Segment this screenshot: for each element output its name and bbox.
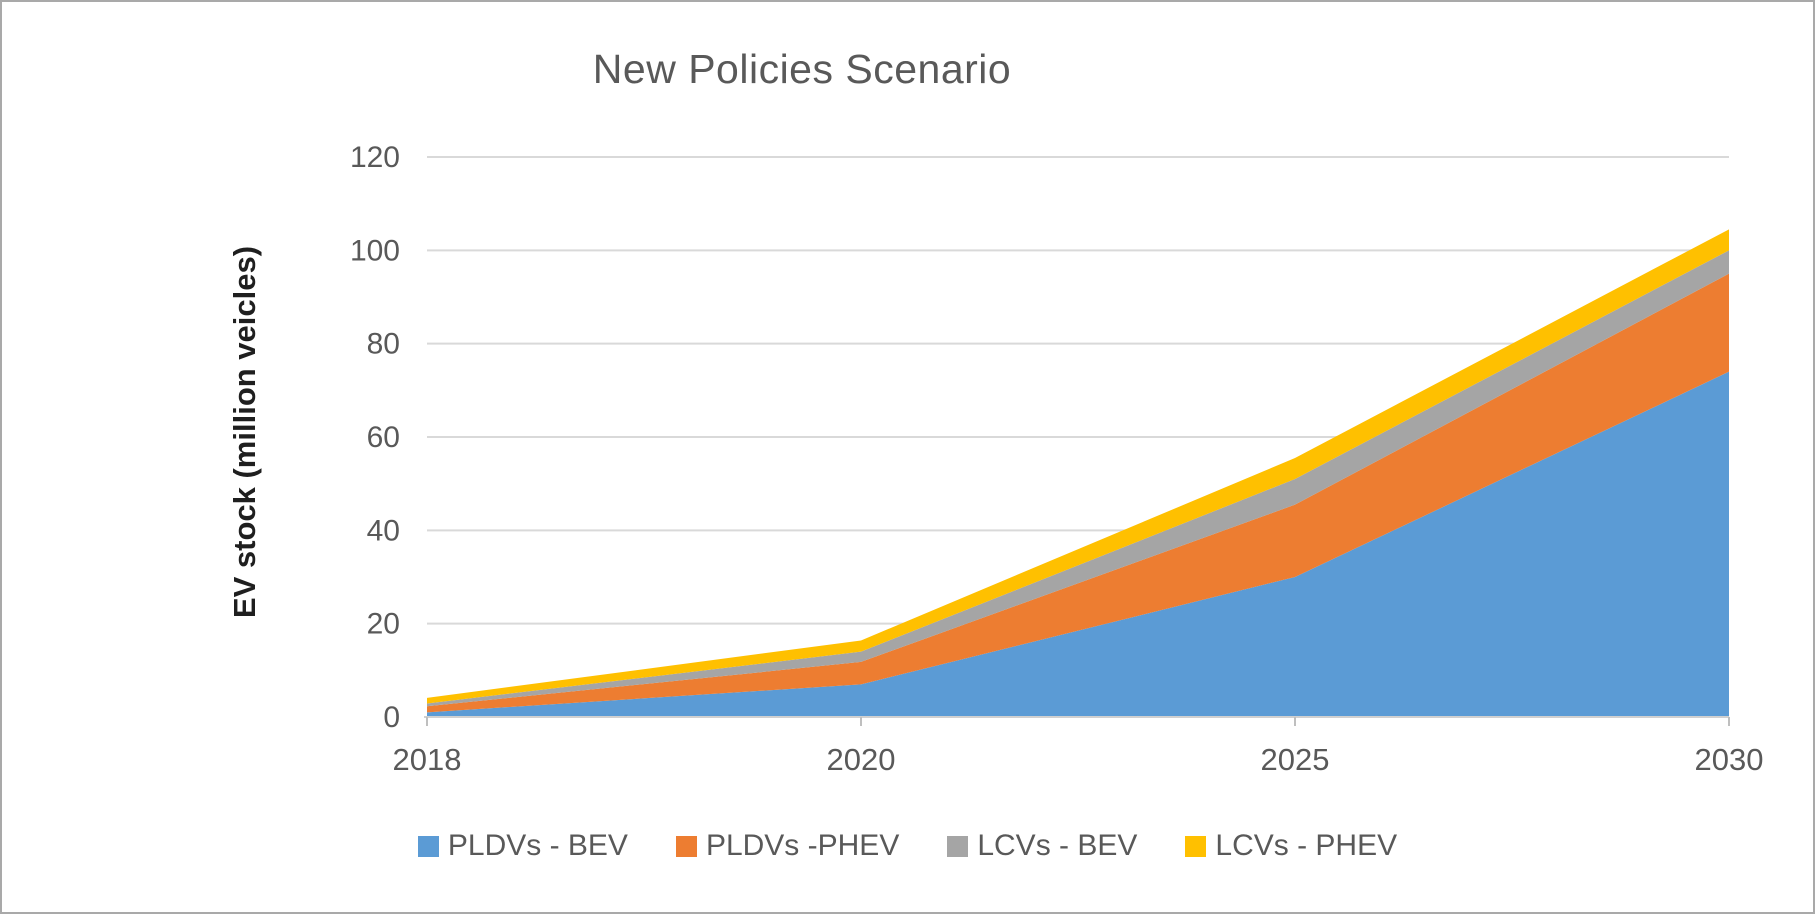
x-tick-label: 2018 <box>393 742 462 777</box>
legend-swatch-lcvs-bev <box>947 835 969 857</box>
y-tick-label: 40 <box>367 514 400 547</box>
legend-label: PLDVs - BEV <box>447 829 628 862</box>
legend-swatch-pldvs-bev <box>417 835 439 857</box>
legend-item: PLDVs -PHEV <box>675 829 900 863</box>
x-tick-label: 2020 <box>827 742 896 777</box>
y-tick-label: 0 <box>383 701 400 734</box>
legend-label: LCVs - PHEV <box>1215 829 1398 862</box>
legend-label: PLDVs -PHEV <box>705 829 900 862</box>
legend-item: PLDVs - BEV <box>417 829 628 863</box>
legend-swatch-lcvs-phev <box>1185 835 1207 857</box>
chart-title: New Policies Scenario <box>592 46 1012 92</box>
x-tick-label: 2025 <box>1261 742 1330 777</box>
area-series-pldvs-phev <box>427 273 1729 713</box>
y-tick-label: 60 <box>367 421 400 454</box>
y-tick-label: 20 <box>367 608 400 641</box>
legend: PLDVs - BEV PLDVs -PHEV LCVs - BEV LCVs … <box>2 829 1813 863</box>
legend-swatch-pldvs-phev <box>675 835 697 857</box>
y-tick-label: 120 <box>350 141 400 174</box>
area-series-pldvs-bev <box>427 371 1729 717</box>
y-tick-label: 100 <box>350 234 400 267</box>
legend-item: LCVs - BEV <box>947 829 1137 863</box>
legend-label: LCVs - BEV <box>977 829 1138 862</box>
y-tick-label: 80 <box>367 328 400 361</box>
legend-item: LCVs - PHEV <box>1185 829 1397 863</box>
x-tick-label: 2030 <box>1695 742 1764 777</box>
